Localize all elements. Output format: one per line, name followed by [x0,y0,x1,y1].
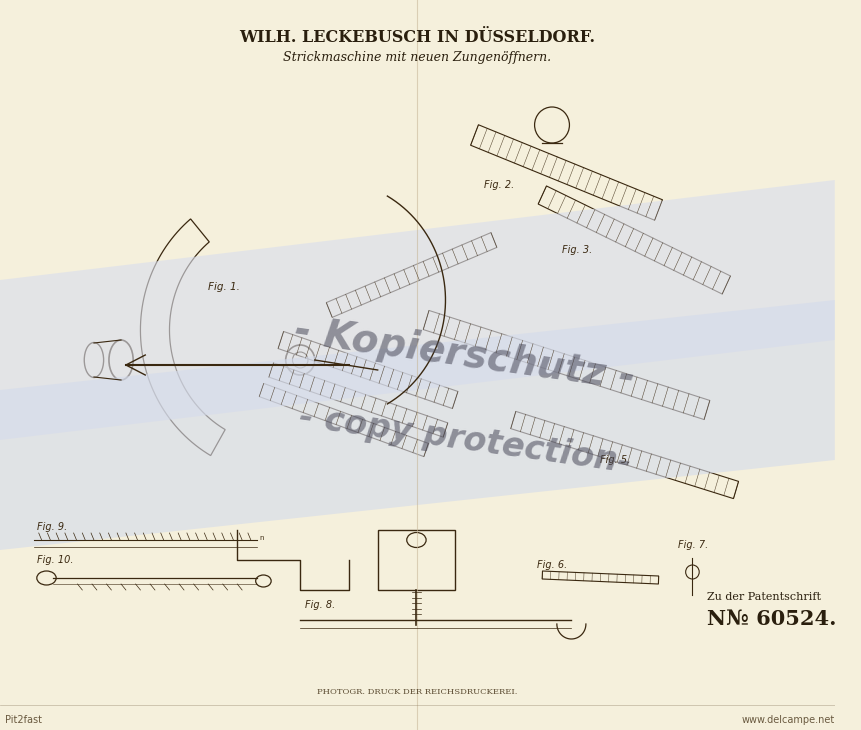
Polygon shape [0,180,833,440]
Text: n: n [259,535,263,541]
Text: PHOTOGR. DRUCK DER REICHSDRUCKEREI.: PHOTOGR. DRUCK DER REICHSDRUCKEREI. [317,688,517,696]
Text: Fig. 3.: Fig. 3. [561,245,592,255]
Text: - Kopierschutz -: - Kopierschutz - [292,312,637,398]
Text: Pit2fast: Pit2fast [5,715,42,725]
Polygon shape [0,300,833,550]
Text: Fig. 9.: Fig. 9. [37,522,67,532]
Text: Fig. 7.: Fig. 7. [677,540,708,550]
Bar [377,530,455,590]
Text: Zu der Patentschrift: Zu der Patentschrift [706,592,820,602]
Text: N№ 60524.: N№ 60524. [706,609,835,629]
Text: www.delcampe.net: www.delcampe.net [740,715,833,725]
Text: Fig. 1.: Fig. 1. [208,282,240,292]
Text: Fig. 5.: Fig. 5. [600,455,630,465]
Text: - copy protection-: - copy protection- [296,400,632,480]
Text: Fig. 8.: Fig. 8. [305,600,335,610]
Text: Strickmaschine mit neuen Zungenöffnern.: Strickmaschine mit neuen Zungenöffnern. [283,52,551,64]
Text: Fig. 10.: Fig. 10. [37,555,73,565]
Text: Fig. 2.: Fig. 2. [484,180,514,190]
Text: Fig. 6.: Fig. 6. [537,560,567,570]
Text: WILH. LECKEBUSCH IN DÜSSELDORF.: WILH. LECKEBUSCH IN DÜSSELDORF. [239,29,595,47]
